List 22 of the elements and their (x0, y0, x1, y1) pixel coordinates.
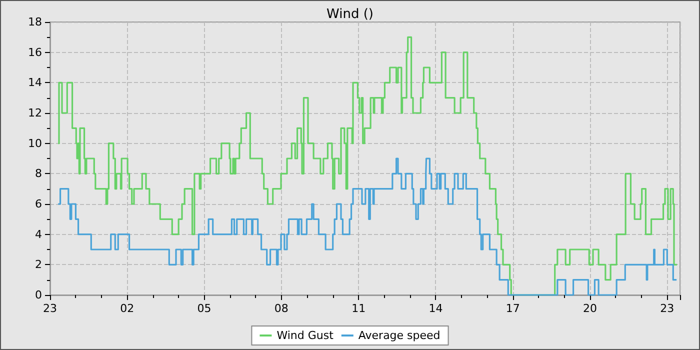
x-tick-label: 05 (197, 302, 212, 315)
y-tick-label: 10 (28, 136, 42, 150)
x-tick-label: 17 (506, 302, 520, 315)
x-tick-label: 11 (352, 302, 366, 315)
chart-title: Wind () (326, 7, 374, 22)
y-tick-label: 14 (28, 76, 42, 90)
y-tick-label: 0 (35, 288, 42, 302)
y-tick-label: 18 (28, 16, 42, 28)
y-tick-label: 16 (28, 46, 42, 59)
y-tick-label: 2 (35, 258, 42, 272)
x-tick-label: 02 (120, 302, 134, 315)
y-tick-label: 6 (35, 198, 42, 210)
legend-label: Average speed (358, 329, 440, 342)
legend-label: Wind Gust (276, 329, 334, 342)
x-tick-label: 08 (274, 302, 288, 315)
x-tick-label: 20 (583, 302, 597, 315)
x-tick-label: 14 (428, 302, 443, 315)
y-tick-label: 4 (35, 228, 42, 241)
x-tick-label: 23 (43, 302, 57, 315)
y-tick-label: 12 (28, 106, 42, 120)
y-tick-label: 8 (35, 167, 42, 180)
x-tick-label: 23 (660, 302, 674, 315)
